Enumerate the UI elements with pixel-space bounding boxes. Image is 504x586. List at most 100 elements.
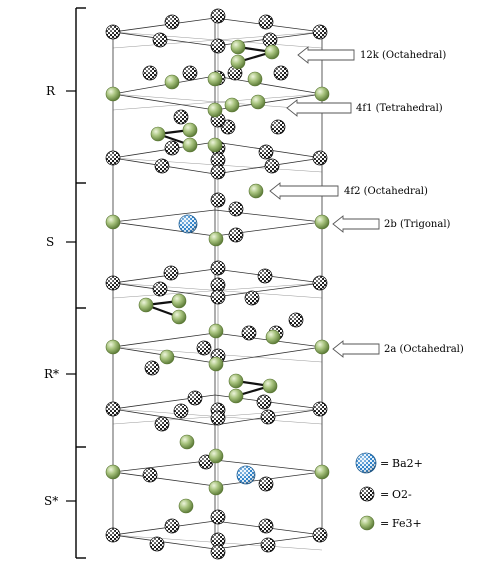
site-pointer-arrow bbox=[332, 215, 380, 233]
iron-ion bbox=[250, 94, 266, 110]
oxygen-ion bbox=[312, 150, 328, 166]
iron-ion bbox=[265, 329, 281, 345]
iron-ion-icon bbox=[359, 515, 375, 531]
iron-ion bbox=[247, 71, 263, 87]
site-pointer-arrow bbox=[297, 46, 355, 64]
legend-equals-fe: = bbox=[380, 517, 389, 530]
oxygen-ion bbox=[144, 360, 160, 376]
oxygen-ion bbox=[152, 32, 168, 48]
oxygen-ion bbox=[164, 14, 180, 30]
legend-label-o: O2- bbox=[392, 488, 412, 501]
oxygen-ion bbox=[210, 152, 226, 168]
iron-ion bbox=[264, 44, 280, 60]
oxygen-ion bbox=[182, 65, 198, 81]
oxygen-ion bbox=[256, 394, 272, 410]
iron-ion bbox=[208, 480, 224, 496]
barium-ion bbox=[178, 214, 198, 234]
iron-ion bbox=[179, 434, 195, 450]
legend-equals-ba: = bbox=[380, 457, 389, 470]
oxygen-ion bbox=[164, 140, 180, 156]
oxygen-ion bbox=[241, 325, 257, 341]
oxygen-ion bbox=[105, 150, 121, 166]
iron-ion bbox=[105, 339, 121, 355]
oxygen-ion bbox=[258, 144, 274, 160]
oxygen-ion bbox=[105, 401, 121, 417]
iron-ion bbox=[208, 323, 224, 339]
oxygen-ion bbox=[105, 24, 121, 40]
iron-ion bbox=[228, 388, 244, 404]
block-label-s: S bbox=[46, 235, 54, 249]
iron-ion bbox=[207, 102, 223, 118]
oxygen-ion bbox=[270, 119, 286, 135]
legend-equals-o: = bbox=[380, 488, 389, 501]
oxygen-ion bbox=[228, 201, 244, 217]
oxygen-ion bbox=[154, 416, 170, 432]
block-label-r-star: R* bbox=[44, 367, 59, 381]
oxygen-ion bbox=[210, 38, 226, 54]
iron-ion bbox=[150, 126, 166, 142]
oxygen-ion bbox=[152, 281, 168, 297]
iron-ion bbox=[314, 339, 330, 355]
oxygen-ion-icon bbox=[359, 486, 375, 502]
site-pointer-arrow bbox=[332, 340, 380, 358]
iron-ion bbox=[182, 137, 198, 153]
oxygen-ion bbox=[142, 467, 158, 483]
iron-ion bbox=[228, 373, 244, 389]
oxygen-ion bbox=[262, 32, 278, 48]
oxygen-ion bbox=[264, 158, 280, 174]
oxygen-ion bbox=[210, 192, 226, 208]
iron-ion bbox=[159, 349, 175, 365]
oxygen-ion bbox=[210, 509, 226, 525]
oxygen-ion bbox=[210, 277, 226, 293]
barium-ion-icon bbox=[355, 452, 377, 474]
oxygen-ion bbox=[288, 312, 304, 328]
site-label-4f1: 4f1 (Tetrahedral) bbox=[356, 103, 443, 114]
iron-ion bbox=[248, 183, 264, 199]
oxygen-ion bbox=[210, 544, 226, 560]
oxygen-ion bbox=[258, 14, 274, 30]
iron-ion bbox=[164, 74, 180, 90]
iron-ion bbox=[314, 86, 330, 102]
atom-layer bbox=[105, 8, 330, 560]
oxygen-ion bbox=[312, 275, 328, 291]
oxygen-ion bbox=[227, 65, 243, 81]
oxygen-ion bbox=[142, 65, 158, 81]
oxygen-ion bbox=[149, 536, 165, 552]
iron-ion bbox=[178, 498, 194, 514]
iron-ion bbox=[105, 86, 121, 102]
oxygen-ion bbox=[312, 401, 328, 417]
iron-ion bbox=[105, 464, 121, 480]
oxygen-ion bbox=[187, 390, 203, 406]
iron-ion bbox=[207, 71, 223, 87]
oxygen-ion bbox=[196, 340, 212, 356]
oxygen-ion bbox=[228, 227, 244, 243]
oxygen-ion bbox=[260, 537, 276, 553]
oxygen-ion bbox=[105, 275, 121, 291]
oxygen-ion bbox=[173, 109, 189, 125]
block-label-r: R bbox=[46, 84, 56, 98]
oxygen-ion bbox=[244, 290, 260, 306]
oxygen-ion bbox=[258, 476, 274, 492]
legend-label-ba: Ba2+ bbox=[392, 457, 423, 470]
lattice-edge bbox=[112, 93, 323, 111]
iron-ion bbox=[314, 464, 330, 480]
oxygen-ion bbox=[154, 158, 170, 174]
oxygen-ion bbox=[258, 518, 274, 534]
oxygen-ion bbox=[210, 8, 226, 24]
iron-ion bbox=[207, 137, 223, 153]
site-label-4f2: 4f2 (Octahedral) bbox=[344, 186, 428, 197]
iron-ion bbox=[230, 39, 246, 55]
oxygen-ion bbox=[164, 518, 180, 534]
oxygen-ion bbox=[312, 24, 328, 40]
oxygen-ion bbox=[257, 268, 273, 284]
oxygen-ion bbox=[105, 527, 121, 543]
iron-ion bbox=[314, 214, 330, 230]
block-bracket bbox=[66, 7, 86, 559]
oxygen-ion bbox=[210, 164, 226, 180]
iron-ion bbox=[208, 231, 224, 247]
site-label-12k: 12k (Octahedral) bbox=[360, 50, 446, 61]
site-pointer-arrow bbox=[269, 182, 339, 200]
iron-ion bbox=[171, 293, 187, 309]
